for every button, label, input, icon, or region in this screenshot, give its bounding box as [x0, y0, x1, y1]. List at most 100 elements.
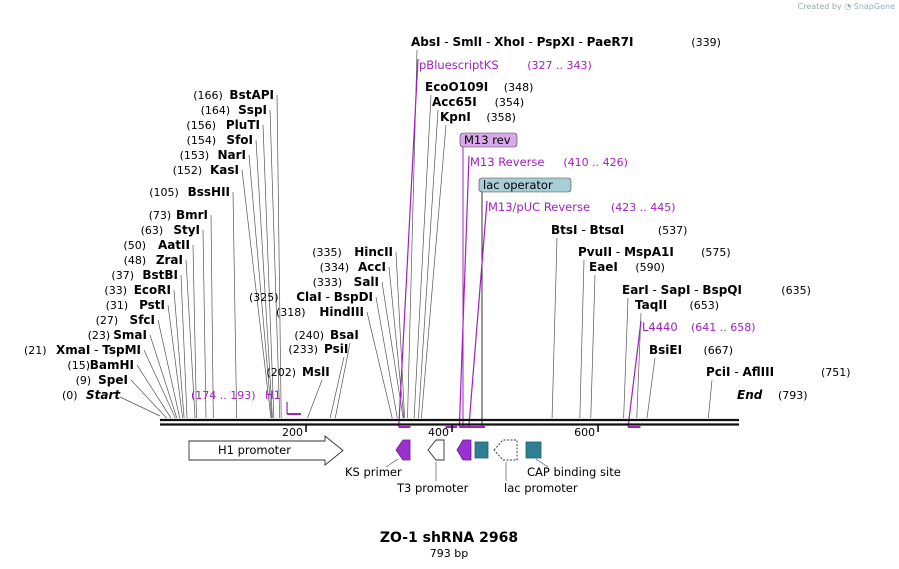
svg-text:(318): (318) [276, 306, 306, 319]
site-bstbi[interactable]: BstBI (37) [111, 268, 178, 282]
site-bmri[interactable]: BmrI (73) [149, 208, 208, 222]
svg-text:TaqII: TaqII [635, 298, 667, 312]
site-line [149, 334, 178, 419]
t3-promoter-arrow[interactable] [427, 439, 445, 461]
svg-text:(653): (653) [690, 299, 720, 312]
primer-layer: H1 (174 .. 193) pBluescriptKS (327 .. 343) M… [191, 58, 756, 428]
start-position: (0) [62, 389, 78, 402]
svg-text:(240): (240) [294, 329, 324, 342]
site-line [395, 251, 405, 419]
site-sspi[interactable]: SspI (164) [201, 103, 267, 117]
svg-text:AbsI - SmlI - XhoI - Psp: AbsI - SmlI - XhoI - PspXI - PaeR7I [411, 35, 633, 49]
svg-text:PsiI: PsiI [324, 342, 348, 356]
site-bamhi[interactable]: BamHI(15) [67, 358, 134, 372]
primer-pbluescriptks[interactable]: pBluescriptKS (327 .. 343) [398, 58, 592, 428]
lac-operator-box[interactable] [474, 441, 489, 459]
svg-text:(73): (73) [149, 209, 172, 222]
site-aatii[interactable]: AatII (50) [123, 238, 190, 252]
site-nari[interactable]: NarI (153) [180, 148, 246, 162]
site-hincii[interactable]: HincII (335) [312, 245, 393, 259]
site-pluti[interactable]: PluTI (156) [186, 118, 260, 132]
svg-text:(50): (50) [123, 239, 146, 252]
site-line [334, 342, 351, 419]
site-sfci[interactable]: SfcI (27) [96, 313, 155, 327]
site-ecoo109i[interactable]: EcoO109I (348) [425, 80, 533, 94]
svg-text:BsiEI: BsiEI [649, 343, 682, 357]
site-zrai[interactable]: ZraI (48) [124, 253, 183, 267]
primer-m13-puc-reverse[interactable]: M13/pUC Reverse (423 .. 445) [468, 200, 676, 428]
site-sfoi[interactable]: SfoI (154) [187, 133, 253, 147]
svg-text:SmaI: SmaI [113, 328, 147, 342]
cap-binding-site-leader [535, 458, 549, 468]
m13-feature-arrow[interactable] [456, 439, 472, 461]
svg-text:SpeI: SpeI [98, 373, 128, 387]
site-bsai[interactable]: BsaI (240) [294, 328, 358, 342]
lac-promoter-arrow[interactable] [493, 439, 518, 461]
site-pvuii[interactable]: PvuII - MspA1I (575) [578, 245, 731, 259]
primer-lac-operator[interactable]: lac operator [472, 177, 572, 428]
scale-tick-label: 400 [428, 426, 449, 439]
site-kpni[interactable]: KpnI (358) [440, 110, 516, 124]
svg-text:(348): (348) [504, 81, 534, 94]
start-label[interactable]: Start [86, 388, 121, 402]
site-btsi[interactable]: BtsI - BtsαI (537) [551, 223, 687, 237]
site-kasi[interactable]: KasI (152) [173, 163, 239, 177]
svg-text:MslI: MslI [302, 365, 330, 379]
svg-text:HindIII: HindIII [319, 305, 364, 319]
svg-text:Acc65I: Acc65I [432, 95, 477, 109]
primer-leader [627, 320, 642, 428]
svg-text:(667): (667) [704, 344, 734, 357]
site-bsshii[interactable]: BssHII (105) [149, 185, 230, 199]
site-eaei[interactable]: EaeI (590) [589, 260, 665, 274]
site-smai[interactable]: SmaI(23) [88, 328, 147, 342]
primer-m13-reverse[interactable]: M13 Reverse (410 .. 426) [458, 155, 628, 428]
site-absi[interactable]: AbsI - SmlI - XhoI - PspXI - PaeR7I (339) [411, 35, 721, 49]
site-line [157, 319, 181, 419]
site-sali[interactable]: SalI (333) [313, 275, 379, 289]
svg-text:ClaI - BspDI: ClaI - BspDI [296, 290, 373, 304]
site-pcii[interactable]: PciI - AflIII (751) [706, 365, 851, 379]
snapgene-credit: Created by ◔ SnapGene [798, 2, 895, 11]
svg-text:HincII: HincII [354, 245, 393, 259]
svg-text:AccI: AccI [358, 260, 386, 274]
svg-text:M13/pUC Reverse: M13/pUC Reverse [488, 200, 590, 214]
site-line [130, 379, 167, 419]
site-spei[interactable]: SpeI (9) [76, 373, 128, 387]
site-eari[interactable]: EarI - SapI - BspQI (635) [622, 283, 811, 297]
map-title: ZO-1 shRNA 2968 [380, 530, 518, 546]
site-psii[interactable]: PsiI (233) [288, 342, 348, 356]
site-clai[interactable]: ClaI - BspDI (325) [249, 290, 373, 304]
site-ecori[interactable]: EcoRI (33) [104, 283, 171, 297]
svg-text:(333): (333) [313, 276, 343, 289]
site-taqii[interactable]: TaqII (653) [635, 298, 719, 312]
site-bstapi[interactable]: BstAPI (166) [193, 88, 274, 102]
site-line [623, 297, 629, 419]
h1-promoter-arrow[interactable] [188, 435, 344, 466]
svg-text:BsaI: BsaI [330, 328, 359, 342]
svg-text:EcoRI: EcoRI [134, 283, 171, 297]
primer-h1[interactable]: H1 (174 .. 193) [191, 388, 301, 415]
svg-text:(31): (31) [106, 299, 129, 312]
site-hindiii[interactable]: HindIII (318) [276, 305, 364, 319]
site-msli[interactable]: MslI (202) [266, 365, 329, 379]
cap-binding-site-box[interactable] [525, 441, 542, 459]
site-psti[interactable]: PstI (31) [106, 298, 165, 312]
end-label[interactable]: End [737, 388, 763, 402]
svg-text:StyI: StyI [173, 223, 200, 237]
site-line [192, 244, 197, 419]
svg-text:(575): (575) [701, 246, 731, 259]
svg-text:PluTI: PluTI [226, 118, 260, 132]
site-xmai[interactable]: XmaI - TspMI (21) [24, 343, 141, 357]
svg-text:(537): (537) [658, 224, 688, 237]
site-acc65i[interactable]: Acc65I (354) [432, 95, 524, 109]
ks-primer-leader [385, 458, 399, 468]
primer-leader [398, 58, 419, 428]
site-acci[interactable]: AccI (334) [320, 260, 386, 274]
primer-leader [458, 155, 470, 428]
primer-m13-rev[interactable]: M13 rev [445, 132, 518, 428]
site-bsiei[interactable]: BsiEI (667) [649, 343, 733, 357]
primer-l4440[interactable]: L4440 (641 .. 658) [627, 320, 756, 428]
site-styi[interactable]: StyI (63) [141, 223, 200, 237]
ks-primer-arrow[interactable] [395, 439, 411, 461]
